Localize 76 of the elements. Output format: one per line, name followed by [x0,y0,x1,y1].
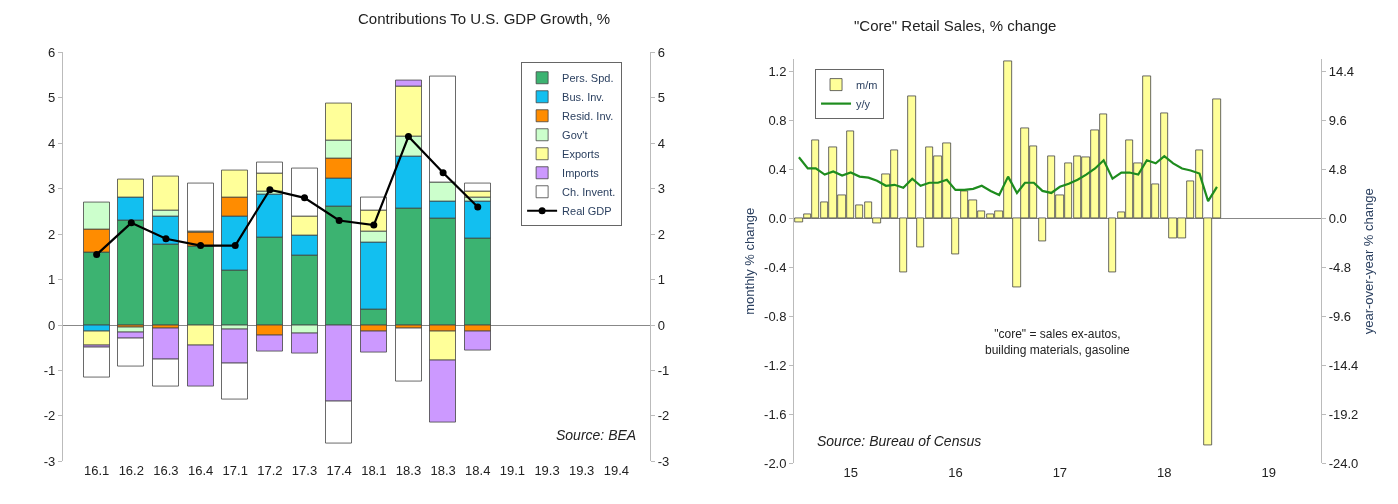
x-tick-label: 17.4 [326,463,352,479]
x-tick-label: 17.2 [257,463,283,479]
y2-tick-label: -1 [657,362,670,378]
x-tick-label: 19.4 [603,463,629,479]
y-tick-label: 0.4 [768,162,787,178]
x-tick-label: 18.4 [465,463,491,479]
y2-tick-label: 5 [657,90,665,106]
x-tick-label: 16 [948,465,963,481]
y-tick-label: 1.2 [768,64,787,80]
y-tick-label: -1.2 [764,357,787,373]
annotation: Source: BEA [556,427,637,443]
y2-tick-label: -2 [657,408,670,424]
y2-tick-label: -4.8 [1328,259,1352,275]
y2-tick-label: -19.2 [1328,406,1359,422]
legend-label: m/m [856,78,878,91]
legend-label: Pers. Spd. [562,72,614,85]
x-tick-label: 16.4 [187,463,214,479]
x-tick-label: 19.3 [569,463,595,479]
y2-tick-label: -14.4 [1328,357,1359,373]
x-tick-label: 16.2 [118,463,144,479]
annotation: "core" = sales ex-autos, building materials, gasoline [985,327,1131,357]
y2-tick-label: -9.6 [1328,308,1352,324]
x-tick-label: 19.3 [534,463,560,479]
chart-title: "Core" Retail Sales, % change [854,17,1057,34]
x-tick-label: 17.3 [291,463,318,479]
y2-tick-label: 4.8 [1328,162,1347,178]
y-tick-label: -2 [43,408,56,424]
legend-label: y/y [856,97,871,110]
y-tick-label: -1.6 [764,406,787,422]
y-tick-label: -1 [43,362,56,378]
y2-axis-title: year-over-year % change [1360,188,1376,335]
y2-tick-label: 3 [657,181,665,197]
y2-tick-label: -24.0 [1328,455,1359,471]
y-tick-label: -0.8 [764,308,787,324]
y-tick-label: 0.8 [768,113,787,129]
legend-label: Resid. Inv. [562,110,614,123]
y-tick-label: 6 [48,45,56,61]
y-tick-label: 0 [48,317,56,333]
y2-tick-label: 14.4 [1328,64,1355,80]
x-tick-label: 16.3 [153,463,179,479]
x-tick-label: 16.1 [83,463,110,479]
y-tick-label: 0.0 [768,210,787,226]
y-axis-title: monthly % change [742,207,758,315]
legend-label: Ch. Invent. [562,186,616,199]
y-tick-label: -0.4 [764,259,787,275]
y2-tick-label: 9.6 [1328,113,1347,129]
x-tick-label: 17.1 [222,463,248,479]
y-tick-label: 5 [48,90,56,106]
y-tick-label: 4 [48,135,56,151]
y2-tick-label: 4 [657,135,665,151]
y2-tick-label: 1 [657,272,665,288]
x-tick-label: 18.3 [430,463,456,479]
x-tick-label: 17 [1052,465,1068,481]
y-tick-label: 3 [48,181,56,197]
y2-tick-label: 6 [657,45,665,61]
y2-tick-label: 2 [657,226,665,242]
y-tick-label: -3 [43,453,56,469]
x-tick-label: 19.1 [499,463,526,479]
legend-label: Exports [562,148,600,161]
y2-tick-label: 0.0 [1328,210,1347,226]
y2-tick-label: -3 [657,453,670,469]
legend-label: Real GDP [562,205,612,218]
legend-label: Bus. Inv. [562,91,605,104]
y-tick-label: 2 [48,226,56,242]
legend-label: Imports [562,167,600,180]
y2-tick-label: 0 [657,317,665,333]
chart-title: Contributions To U.S. GDP Growth, % [358,10,611,27]
x-tick-label: 18.3 [395,463,422,479]
x-tick-label: 19 [1261,465,1276,481]
y-tick-label: -2.0 [764,455,787,471]
legend-label: Gov't [562,129,588,142]
x-tick-label: 18 [1157,465,1172,481]
annotation: Source: Bureau of Census [817,433,982,449]
x-tick-label: 15 [843,465,858,481]
y-tick-label: 1 [48,272,56,288]
x-tick-label: 18.1 [361,463,387,479]
